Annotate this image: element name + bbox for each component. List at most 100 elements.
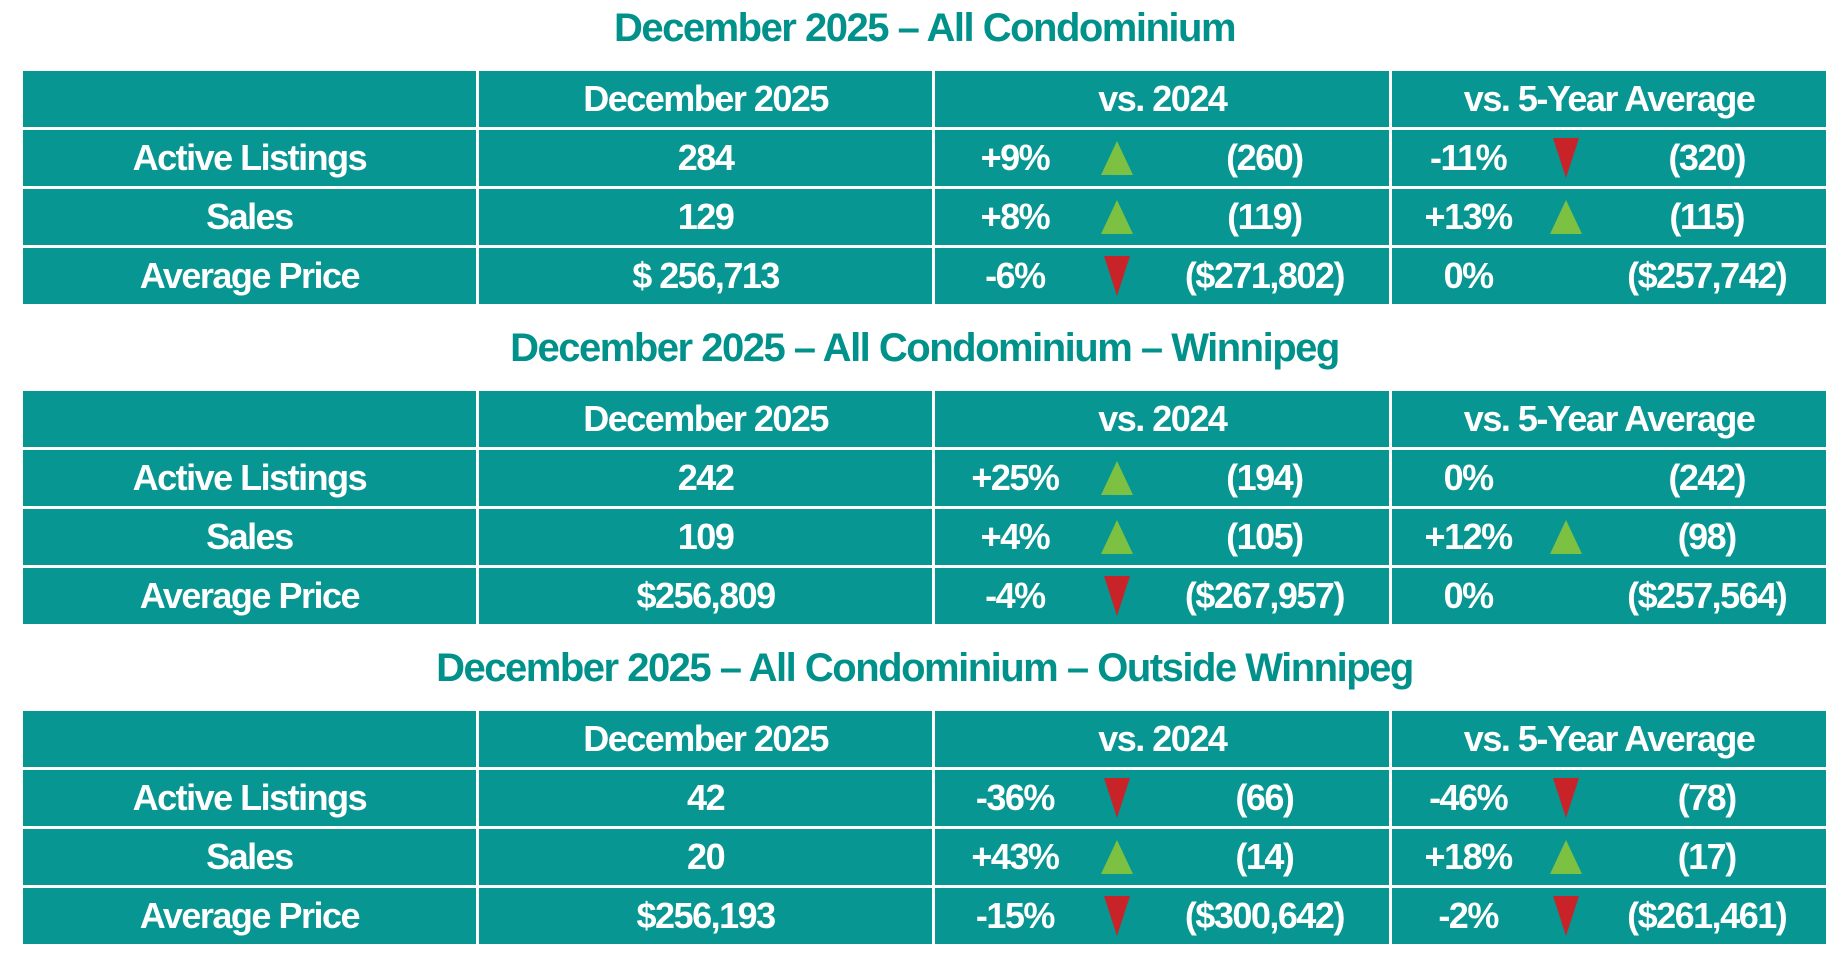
vs-2024-cell: -15% ($300,642) <box>935 888 1390 944</box>
trend-arrow-slot <box>1094 200 1139 234</box>
comparison-value: (17) <box>1677 836 1738 877</box>
section-outside-winnipeg: December 2025 – All Condominium – Outsid… <box>0 646 1843 944</box>
change-percent: +4% <box>980 516 1051 557</box>
current-value: 42 <box>478 770 933 826</box>
comparison-value: (260) <box>1226 137 1304 178</box>
column-header-current-month: December 2025 <box>478 391 933 447</box>
column-header-blank <box>23 391 476 447</box>
column-header-current-month: December 2025 <box>478 71 933 127</box>
vs-2024-cell: +9% (260) <box>935 130 1390 186</box>
current-value: 242 <box>478 450 933 506</box>
column-header-vs-2024: vs. 2024 <box>935 71 1390 127</box>
comparison-value: ($271,802) <box>1184 255 1346 296</box>
change-percent: +9% <box>980 137 1051 178</box>
row-label-average-price: Average Price <box>23 248 476 304</box>
stats-table-winnipeg: December 2025 vs. 2024 vs. 5-Year Averag… <box>23 391 1826 624</box>
vs-2024-cell: -36% (66) <box>935 770 1390 826</box>
change-percent: +13% <box>1424 196 1514 237</box>
change-percent: +18% <box>1424 836 1514 877</box>
comparison-value: ($261,461) <box>1627 895 1788 936</box>
vs-5yr-cell: -46% (78) <box>1392 770 1826 826</box>
column-header-vs-5yr-average: vs. 5-Year Average <box>1392 711 1826 767</box>
trend-arrow-slot <box>1544 138 1587 178</box>
row-label-active-listings: Active Listings <box>23 450 476 506</box>
comparison-value: (320) <box>1668 137 1746 178</box>
comparison-value: ($300,642) <box>1184 895 1346 936</box>
trend-arrow-slot <box>1094 520 1139 554</box>
vs-5yr-cell: 0% ($257,564) <box>1392 568 1826 624</box>
trend-arrow-slot <box>1094 256 1139 296</box>
trend-up-icon <box>1549 840 1582 874</box>
current-value: 129 <box>478 189 933 245</box>
row-label-average-price: Average Price <box>23 888 476 944</box>
trend-arrow-slot <box>1544 840 1587 874</box>
comparison-value: (78) <box>1677 777 1738 818</box>
row-label-average-price: Average Price <box>23 568 476 624</box>
column-header-blank <box>23 71 476 127</box>
trend-down-icon <box>1552 138 1579 178</box>
change-percent: +43% <box>971 836 1060 877</box>
vs-5yr-cell: 0% (242) <box>1392 450 1826 506</box>
vs-5yr-cell: 0% ($257,742) <box>1392 248 1826 304</box>
section-winnipeg: December 2025 – All Condominium – Winnip… <box>0 326 1843 624</box>
trend-down-icon <box>1552 896 1579 936</box>
table-title: December 2025 – All Condominium – Outsid… <box>436 645 1414 690</box>
trend-arrow-slot <box>1094 778 1139 818</box>
trend-up-icon <box>1100 461 1133 495</box>
vs-2024-cell: +4% (105) <box>935 509 1390 565</box>
row-label-sales: Sales <box>23 189 476 245</box>
trend-down-icon <box>1103 778 1130 818</box>
current-value: 20 <box>478 829 933 885</box>
change-percent: +8% <box>980 196 1051 237</box>
current-value: 284 <box>478 130 933 186</box>
comparison-value: ($257,564) <box>1627 575 1788 616</box>
stats-table-outside-winnipeg: December 2025 vs. 2024 vs. 5-Year Averag… <box>23 711 1826 944</box>
table-title: December 2025 – All Condominium <box>613 5 1237 50</box>
comparison-value: (194) <box>1226 457 1304 498</box>
change-percent: -11% <box>1430 137 1508 178</box>
trend-down-icon <box>1103 576 1130 616</box>
column-header-blank <box>23 711 476 767</box>
column-header-vs-5yr-average: vs. 5-Year Average <box>1392 71 1826 127</box>
trend-arrow-slot <box>1094 576 1139 616</box>
row-label-active-listings: Active Listings <box>23 770 476 826</box>
trend-arrow-slot <box>1094 840 1139 874</box>
column-header-vs-5yr-average: vs. 5-Year Average <box>1392 391 1826 447</box>
current-value: $256,193 <box>478 888 933 944</box>
trend-arrow-slot <box>1544 200 1587 234</box>
change-percent: -4% <box>985 575 1046 616</box>
row-label-active-listings: Active Listings <box>23 130 476 186</box>
section-all-condominium: December 2025 – All Condominium December… <box>0 6 1843 304</box>
comparison-value: (14) <box>1235 836 1295 877</box>
row-label-sales: Sales <box>23 829 476 885</box>
comparison-value: (242) <box>1668 457 1746 498</box>
comparison-value: (115) <box>1669 196 1745 237</box>
column-header-current-month: December 2025 <box>478 711 933 767</box>
column-header-vs-2024: vs. 2024 <box>935 711 1390 767</box>
trend-up-icon <box>1100 200 1133 234</box>
trend-arrow-slot <box>1544 520 1587 554</box>
trend-arrow-slot <box>1094 141 1139 175</box>
change-percent: -2% <box>1438 895 1499 936</box>
current-value: $256,809 <box>478 568 933 624</box>
trend-arrow-slot <box>1544 778 1587 818</box>
trend-down-icon <box>1103 896 1130 936</box>
change-percent: -36% <box>975 777 1056 818</box>
table-title: December 2025 – All Condominium – Winnip… <box>510 325 1340 370</box>
trend-up-icon <box>1100 840 1133 874</box>
comparison-value: ($267,957) <box>1184 575 1346 616</box>
row-label-sales: Sales <box>23 509 476 565</box>
vs-2024-cell: +8% (119) <box>935 189 1390 245</box>
vs-5yr-cell: +12% (98) <box>1392 509 1826 565</box>
trend-up-icon <box>1549 520 1582 554</box>
vs-2024-cell: -6% ($271,802) <box>935 248 1390 304</box>
current-value: 109 <box>478 509 933 565</box>
stats-table-all-condominium: December 2025 vs. 2024 vs. 5-Year Averag… <box>23 71 1826 304</box>
trend-arrow-slot <box>1094 461 1139 495</box>
trend-down-icon <box>1103 256 1130 296</box>
condo-stats-report: December 2025 – All Condominium December… <box>0 6 1843 944</box>
change-percent: +12% <box>1424 516 1514 557</box>
vs-5yr-cell: +13% (115) <box>1392 189 1826 245</box>
vs-2024-cell: -4% ($267,957) <box>935 568 1390 624</box>
vs-2024-cell: +43% (14) <box>935 829 1390 885</box>
